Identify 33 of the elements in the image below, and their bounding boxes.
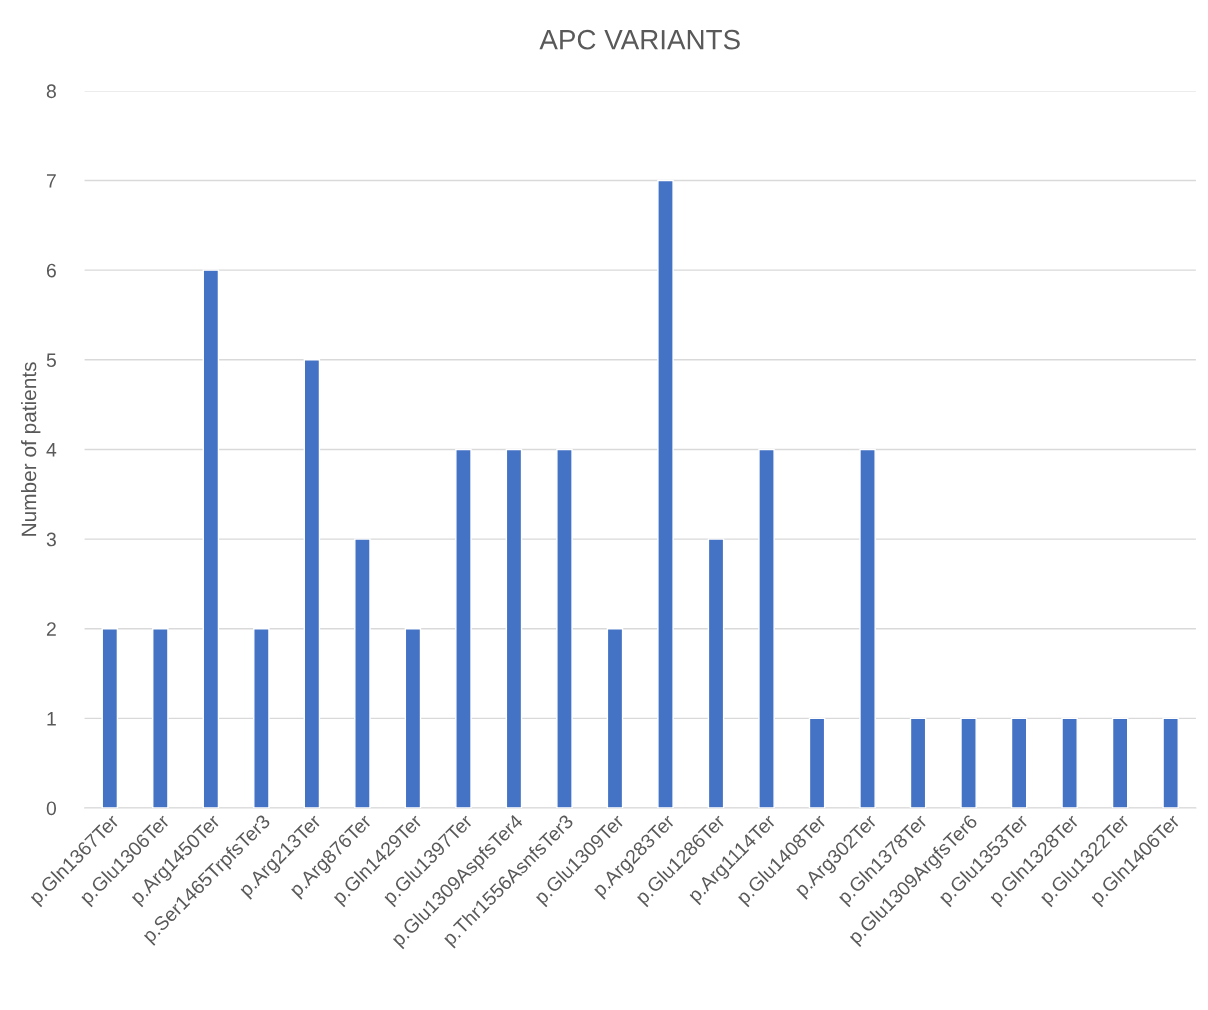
y-axis-title: Number of patients: [20, 362, 41, 536]
bar: [101, 628, 119, 808]
bar: [202, 269, 220, 808]
bar: [1162, 717, 1179, 808]
bar: [253, 628, 270, 808]
bar: [859, 448, 876, 808]
y-tick-label: 8: [46, 84, 56, 99]
bar: [960, 717, 977, 808]
y-tick-label: 2: [46, 622, 56, 636]
bar: [404, 628, 422, 808]
y-tick-label: 1: [47, 712, 56, 726]
bar: [1010, 717, 1028, 808]
y-tick-label: 4: [46, 443, 57, 457]
bar: [1111, 717, 1129, 808]
bar: [606, 628, 624, 808]
bar: [354, 538, 371, 808]
bar: [758, 448, 775, 808]
y-tick-label: 6: [46, 263, 56, 278]
bar: [707, 538, 725, 808]
bar: [657, 179, 674, 808]
bar: [909, 717, 927, 808]
bar: [556, 448, 573, 808]
y-tick-label: 5: [46, 353, 56, 368]
y-tick-label: 3: [46, 532, 56, 547]
bar: [505, 448, 523, 808]
bar: [152, 628, 169, 808]
bar: [1061, 717, 1078, 808]
y-tick-label: 0: [46, 801, 57, 816]
bar: [808, 717, 826, 808]
bar: [303, 359, 321, 808]
chart-title: APC VARIANTS: [539, 29, 740, 50]
y-tick-label: 7: [46, 174, 56, 188]
bar: [455, 448, 472, 808]
